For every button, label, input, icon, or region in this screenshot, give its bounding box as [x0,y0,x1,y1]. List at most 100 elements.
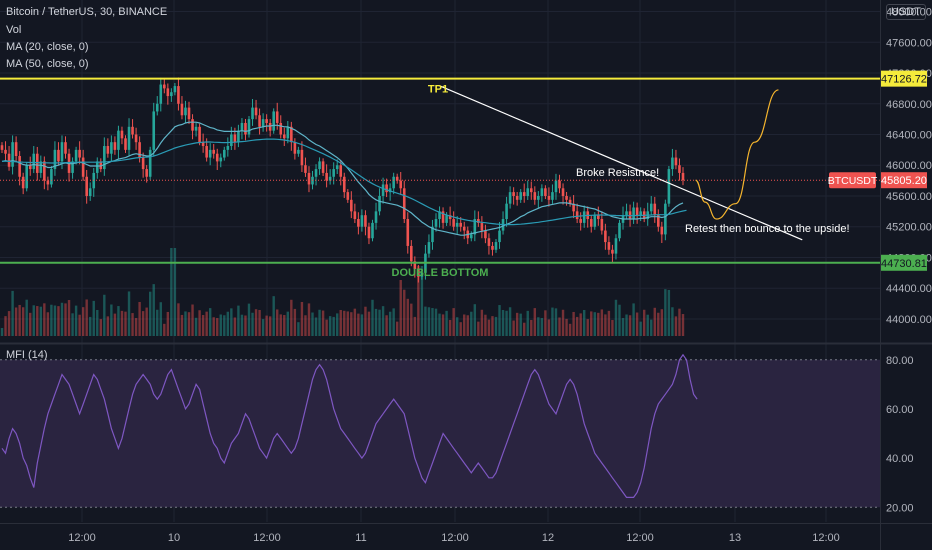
candle-body [71,161,74,173]
volume-bar [205,311,208,336]
y-tick-label: 44000.00 [886,314,932,326]
candle-body [106,146,110,154]
symbol-tag-text: BTCUSDT [828,175,878,187]
volume-bar [526,310,529,336]
volume-bar [385,315,388,336]
candle-body [198,126,201,143]
candle-body [392,176,395,189]
volume-bar [406,298,409,336]
candle-body [4,149,7,154]
candle-body [406,219,410,246]
volume-bar [639,321,642,336]
volume-bar [268,316,272,336]
candle-body [607,242,611,250]
volume-bar [505,310,508,336]
volume-bar [621,318,625,336]
candle-body [537,195,540,200]
candle-body [233,134,237,143]
volume-bar [558,317,561,336]
candle-body [618,222,621,239]
volume-bar [547,319,551,336]
volume-bar [159,302,162,336]
volume-bar [575,316,579,336]
volume-bar [519,313,522,336]
candle-body [632,207,635,220]
candle-body [402,188,406,220]
volume-bar [191,304,194,336]
candle-body [244,122,247,135]
volume-bar [251,312,254,336]
candle-body [597,215,600,220]
volume-bar [455,317,459,336]
volume-bar [254,309,258,336]
candle-body [18,156,21,177]
candle-body [7,153,11,167]
candle-body [304,165,307,173]
volume-bar [512,320,515,336]
projection-path [695,89,779,220]
volume-bar [674,316,678,336]
candle-body [163,84,166,89]
volume-bar [50,304,53,336]
volume-bar [219,314,222,336]
volume-bar [212,317,215,336]
volume-bar [664,289,667,336]
volume-bar [403,289,406,336]
volume-bar [635,312,639,336]
candle-body [395,176,399,181]
candle-body [649,203,653,212]
currency-selector[interactable]: USDT [886,4,926,20]
candle-body [159,84,163,104]
volume-bar [343,310,346,336]
candle-body [554,180,558,193]
volume-bar [318,309,321,336]
candle-body [671,157,674,170]
mfi-line [1,353,698,498]
candle-body [57,149,60,162]
volume-bar [667,289,671,336]
candle-body [342,176,346,193]
candle-body [469,234,473,239]
volume-bar [177,303,180,336]
volume-bar [43,303,46,336]
volume-bar [611,319,614,336]
candle-body [201,142,205,147]
candle-body [512,192,515,196]
x-tick-label: 12:00 [812,532,840,544]
candle-body [138,142,141,158]
volume-bar [11,290,14,336]
candle-body [170,92,173,97]
volume-bar [81,307,85,336]
candle-body [604,230,607,243]
candle-body [551,192,554,200]
candle-body [194,126,198,131]
volume-bar [198,310,201,336]
support-price-tag-text: 44730.81 [881,258,927,270]
candle-body [653,203,657,216]
candle-body [427,242,431,254]
volume-bar [392,308,395,336]
y-tick-label: 45600.00 [886,191,932,203]
candle-body [508,192,512,204]
volume-bar [646,314,649,336]
candle-body [240,122,244,131]
x-tick-label: 12:00 [253,532,281,544]
candle-body [491,245,494,250]
candle-body [21,176,25,189]
volume-bar [477,321,480,336]
candle-body [484,230,487,239]
candle-body [332,169,335,177]
volume-bar [618,304,621,336]
volume-bar [14,307,18,336]
x-tick-label: 12 [542,532,554,544]
volume-bar [57,306,60,336]
candle-body [14,142,18,157]
volume-bar [156,309,159,336]
mfi-tick-label: 80.00 [886,355,914,367]
volume-bar [650,319,653,336]
candle-body [547,195,551,200]
volume-bar [600,309,604,336]
volume-bar [89,316,92,336]
volume-bar [378,309,381,336]
